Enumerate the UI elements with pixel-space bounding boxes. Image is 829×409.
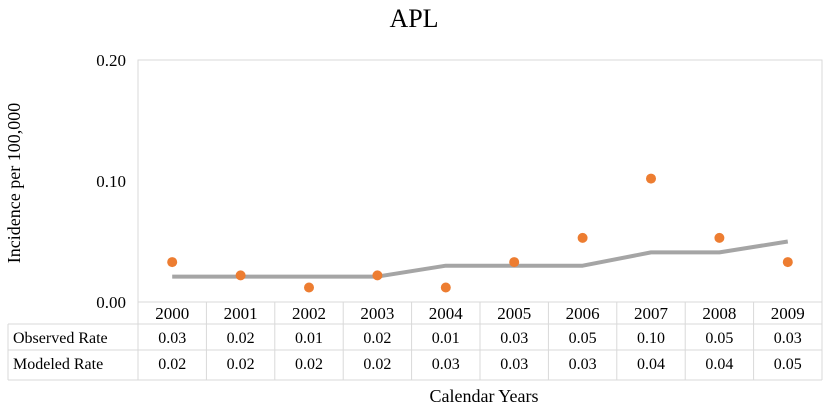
modeled-rate-line — [172, 239, 789, 279]
table-cell: 0.05 — [705, 330, 733, 347]
table-cell: 0.02 — [227, 356, 255, 373]
y-tick-label: 0.10 — [96, 172, 126, 191]
y-axis-label: Incidence per 100,000 — [4, 103, 24, 263]
x-tick-label: 2004 — [429, 304, 464, 323]
observed-rate-point — [577, 232, 588, 243]
observed-rate-point — [782, 257, 793, 268]
table-cell: 0.02 — [158, 356, 186, 373]
table-row-label: Modeled Rate — [13, 356, 103, 373]
table-cell: 0.05 — [774, 356, 802, 373]
x-tick-label: 2001 — [224, 304, 258, 323]
x-tick-label: 2003 — [360, 304, 394, 323]
observed-rate-series — [167, 173, 793, 293]
table-cell: 0.05 — [569, 330, 597, 347]
y-tick-label: 0.20 — [96, 51, 126, 70]
observed-rate-point — [509, 257, 520, 268]
observed-rate-point — [646, 173, 656, 184]
observed-rate-point — [167, 257, 178, 268]
y-tick-labels: 0.00 0.10 0.20 — [96, 51, 126, 312]
x-tick-label: 2005 — [497, 304, 531, 323]
table-cell: 0.03 — [569, 356, 597, 373]
x-tick-label: 2006 — [566, 304, 600, 323]
chart-title: APL — [389, 4, 438, 33]
table-cell: 0.01 — [432, 330, 460, 347]
x-tick-label: 2009 — [771, 304, 805, 323]
table-cell: 0.02 — [363, 356, 391, 373]
table-cell: 0.03 — [432, 356, 460, 373]
x-tick-label: 2008 — [702, 304, 736, 323]
table-cell: 0.02 — [363, 330, 391, 347]
y-tick-label: 0.00 — [96, 293, 126, 312]
observed-rate-point — [235, 270, 246, 281]
table-cell: 0.02 — [295, 356, 323, 373]
observed-rate-point — [304, 282, 314, 293]
x-tick-label: 2007 — [634, 304, 669, 323]
data-table: 2000 2001 2002 2003 2004 2005 2006 2007 2008 2009… — [7, 302, 823, 381]
table-cell: 0.04 — [705, 356, 733, 373]
table-cell: 0.04 — [637, 356, 665, 373]
observed-rate-point — [714, 232, 725, 243]
table-row-label: Observed Rate — [13, 330, 108, 347]
table-cell: 0.03 — [774, 330, 802, 347]
observed-rate-point — [440, 282, 451, 293]
modeled-rate-series — [172, 239, 789, 279]
table-cell: 0.02 — [227, 330, 255, 347]
x-tick-label: 2002 — [292, 304, 326, 323]
table-cell: 0.10 — [637, 330, 665, 347]
table-cell: 0.03 — [500, 330, 528, 347]
table-cell: 0.03 — [158, 330, 186, 347]
table-cell: 0.03 — [500, 356, 528, 373]
x-tick-label: 2000 — [155, 304, 189, 323]
x-axis-label: Calendar Years — [430, 386, 539, 406]
table-cell: 0.01 — [295, 330, 323, 347]
observed-rate-point — [372, 270, 383, 281]
